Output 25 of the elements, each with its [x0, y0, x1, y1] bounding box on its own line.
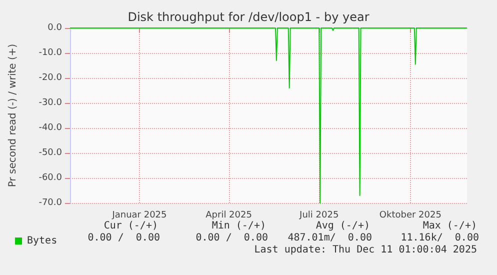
- y-tick-label: -40.0: [38, 123, 62, 133]
- text: Avg (-/+): [316, 220, 370, 232]
- x-tick-label: Juli 2025: [298, 210, 339, 220]
- y-tick-label: -50.0: [38, 148, 62, 158]
- x-tick-label: Januar 2025: [111, 210, 167, 220]
- text: 487.01m/ 0.00: [288, 232, 372, 244]
- text: 11.16k/ 0.00: [400, 232, 479, 244]
- text: 0.00 / 0.00: [196, 232, 268, 244]
- y-tick-label: -10.0: [38, 48, 62, 58]
- text: Cur (-/+): [104, 220, 158, 232]
- chart-title: Disk throughput for /dev/loop1 - by year: [128, 10, 370, 24]
- text: Max (-/+): [422, 220, 477, 232]
- x-tick-label: Oktober 2025: [379, 210, 442, 220]
- text: Last update: Thu Dec 11 01:00:04 2025: [254, 244, 477, 256]
- y-tick-label: -70.0: [38, 198, 62, 208]
- y-tick-label: -60.0: [38, 173, 62, 183]
- legend-label: Bytes: [27, 236, 58, 246]
- line-series: [70, 28, 468, 204]
- text: Min (-/+): [212, 220, 266, 232]
- y-tick-label: 0.0: [48, 23, 62, 33]
- text: 0.00 / 0.00: [88, 232, 160, 244]
- y-axis-title: Pr second read (-) / write (+): [8, 44, 18, 188]
- x-tick-label: April 2025: [206, 210, 252, 220]
- y-tick-label: -20.0: [38, 73, 62, 83]
- y-tick-label: -30.0: [38, 98, 62, 108]
